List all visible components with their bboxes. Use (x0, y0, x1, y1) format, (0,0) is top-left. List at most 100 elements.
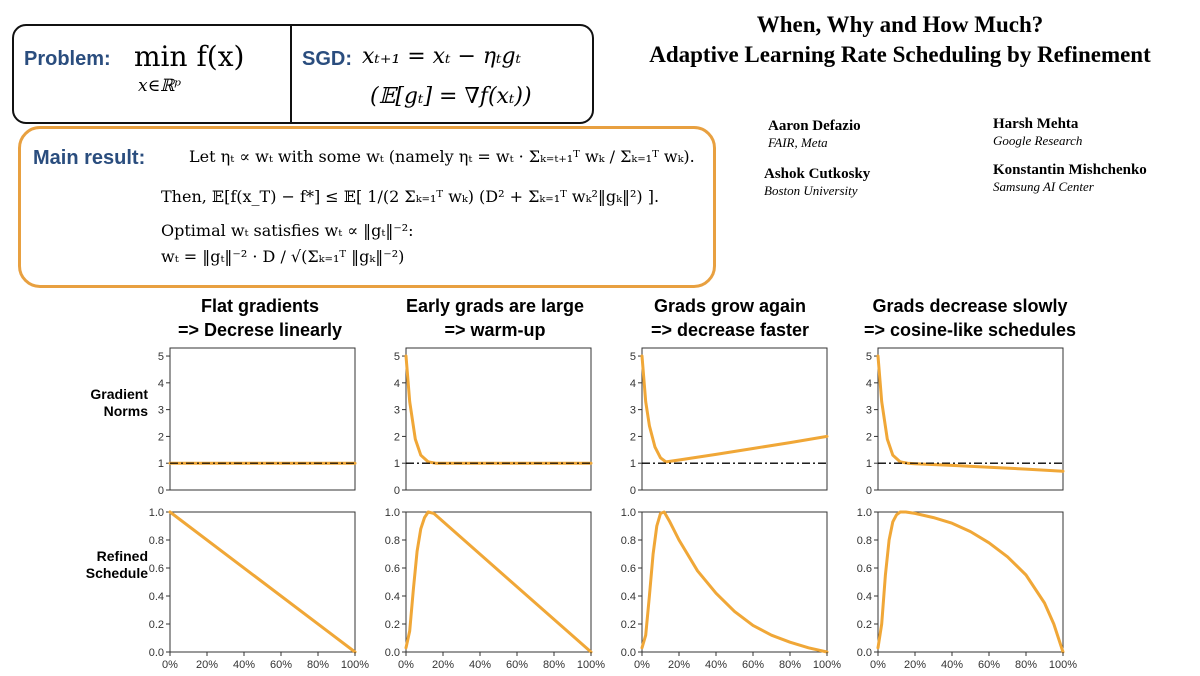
y-tick-label: 1.0 (149, 507, 164, 519)
plot-frame (877, 511, 1064, 653)
row-label-line: Gradient (90, 386, 148, 402)
y-tick-label: 0.4 (621, 591, 636, 603)
col-title-line: Grads decrease slowly (872, 296, 1068, 316)
y-tick-label: 1 (866, 458, 872, 470)
main-result-line-2: Then, 𝔼[f(x_T) − f*] ≤ 𝔼[ 1/(2 Σₖ₌₁ᵀ wₖ)… (161, 187, 660, 206)
y-tick-label: 0.8 (149, 535, 164, 547)
x-tick-label: 100% (1049, 659, 1077, 671)
sgd-label: SGD: (302, 48, 352, 70)
y-tick-label: 0.0 (621, 647, 636, 659)
author-name: Konstantin Mishchenko (993, 162, 1147, 178)
y-tick-label: 5 (866, 351, 872, 363)
problem-box: Problem: min f(x) x∈ℝᵖ SGD: xₜ₊₁ = xₜ − … (12, 24, 594, 124)
x-tick-label: 40% (469, 659, 491, 671)
col-title-line: => warm-up (444, 320, 546, 340)
y-tick-label: 0.2 (621, 619, 636, 631)
y-tick-label: 0 (394, 485, 400, 497)
plot-frame (405, 347, 592, 491)
col-title-line: => decrease faster (650, 320, 810, 340)
y-tick-label: 4 (866, 378, 872, 390)
poster-title: When, Why and How Much? Adaptive Learnin… (605, 10, 1195, 70)
plot-frame (169, 511, 356, 653)
x-tick-label: 60% (270, 659, 292, 671)
y-tick-label: 0 (866, 485, 872, 497)
y-tick-label: 0 (630, 485, 636, 497)
plot-frame (877, 347, 1064, 491)
y-tick-label: 1 (394, 458, 400, 470)
y-tick-label: 0.6 (149, 563, 164, 575)
plot-frame (405, 511, 592, 653)
x-tick-label: 20% (904, 659, 926, 671)
col-title-line: Grads grow again (653, 296, 807, 316)
title-line-1: When, Why and How Much? (756, 12, 1044, 37)
author-name: Aaron Defazio (768, 118, 861, 134)
x-tick-label: 40% (705, 659, 727, 671)
col-title-2: Early grads are large => warm-up (385, 294, 605, 342)
y-tick-label: 0.4 (149, 591, 164, 603)
author-name: Harsh Mehta (993, 116, 1079, 132)
gradient-norm-curve (404, 354, 593, 465)
y-tick-label: 3 (866, 405, 872, 417)
y-tick-label: 0.4 (385, 591, 400, 603)
schedule-curve (876, 510, 1065, 654)
y-tick-label: 0.4 (857, 591, 872, 603)
x-tick-label: 60% (506, 659, 528, 671)
y-tick-label: 2 (394, 431, 400, 443)
x-tick-label: 60% (742, 659, 764, 671)
schedule-curve (404, 510, 593, 654)
y-tick-label: 5 (394, 351, 400, 363)
author-affiliation: Samsung AI Center (993, 179, 1094, 194)
x-tick-label: 100% (813, 659, 841, 671)
y-tick-label: 0.0 (385, 647, 400, 659)
y-tick-label: 2 (866, 431, 872, 443)
x-tick-label: 80% (543, 659, 565, 671)
plot-frame (641, 347, 828, 491)
y-tick-label: 0.2 (857, 619, 872, 631)
y-tick-label: 1 (630, 458, 636, 470)
x-tick-label: 20% (432, 659, 454, 671)
col-title-3: Grads grow again => decrease faster (620, 294, 840, 342)
x-tick-label: 0% (162, 659, 178, 671)
x-tick-label: 80% (1015, 659, 1037, 671)
row-label-line: Schedule (85, 565, 148, 581)
schedule-curve (640, 510, 829, 654)
row-label-line: Norms (103, 403, 148, 419)
problem-math: min f(x) (134, 40, 245, 73)
gradient-norm-curve (876, 354, 1065, 473)
y-tick-label: 2 (158, 431, 164, 443)
y-tick-label: 0 (158, 485, 164, 497)
x-tick-label: 20% (668, 659, 690, 671)
author-affiliation: Google Research (993, 133, 1083, 148)
author-affiliation: FAIR, Meta (768, 135, 828, 150)
y-tick-label: 0.0 (149, 647, 164, 659)
x-tick-label: 0% (398, 659, 414, 671)
y-tick-label: 1.0 (621, 507, 636, 519)
problem-subscript: x∈ℝᵖ (138, 76, 182, 96)
y-tick-label: 3 (394, 405, 400, 417)
row-label-schedule: Refined Schedule (60, 548, 148, 582)
main-result-line-4: wₜ = ‖gₜ‖⁻² · D / √(Σₖ₌₁ᵀ ‖gₖ‖⁻²) (161, 247, 405, 266)
main-result-line-3: Optimal wₜ satisfies wₜ ∝ ‖gₜ‖⁻²: (161, 221, 414, 240)
author-4: Konstantin Mishchenko Samsung AI Center (993, 162, 1147, 195)
row-label-gradient: Gradient Norms (60, 386, 148, 420)
y-tick-label: 4 (630, 378, 636, 390)
sgd-condition: (𝔼[gₜ] = ∇f(xₜ)) (370, 84, 532, 109)
schedule-curve (168, 510, 357, 654)
problem-label: Problem: (24, 48, 111, 70)
y-tick-label: 0.6 (857, 563, 872, 575)
y-tick-label: 0.6 (621, 563, 636, 575)
y-tick-label: 0.8 (621, 535, 636, 547)
author-name: Ashok Cutkosky (764, 166, 871, 182)
y-tick-label: 0.8 (385, 535, 400, 547)
x-tick-label: 100% (341, 659, 369, 671)
y-tick-label: 4 (394, 378, 400, 390)
col-title-line: => Decrese linearly (177, 320, 343, 340)
gradient-norm-curve (640, 354, 829, 464)
x-tick-label: 0% (634, 659, 650, 671)
col-title-line: Early grads are large (405, 296, 585, 316)
title-line-2: Adaptive Learning Rate Scheduling by Ref… (649, 42, 1151, 67)
y-tick-label: 0.6 (385, 563, 400, 575)
plot-frame (169, 347, 356, 491)
x-tick-label: 40% (941, 659, 963, 671)
